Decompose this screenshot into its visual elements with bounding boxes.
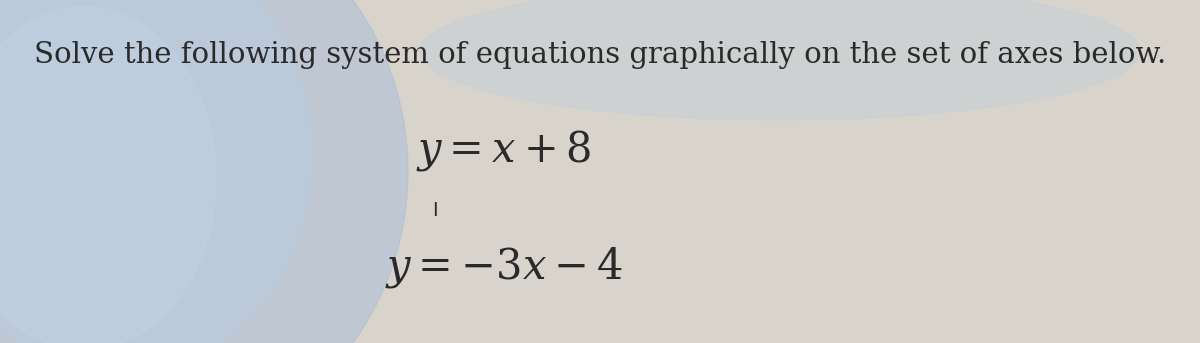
Ellipse shape xyxy=(0,0,408,343)
Ellipse shape xyxy=(0,7,216,343)
Ellipse shape xyxy=(420,0,1140,120)
Text: $\mathrm{I}$: $\mathrm{I}$ xyxy=(432,202,437,220)
Text: $y = x + 8$: $y = x + 8$ xyxy=(416,128,592,174)
Text: $y = {-}3x - 4$: $y = {-}3x - 4$ xyxy=(385,245,623,290)
Ellipse shape xyxy=(0,0,312,343)
Text: Solve the following system of equations graphically on the set of axes below.: Solve the following system of equations … xyxy=(34,41,1166,69)
